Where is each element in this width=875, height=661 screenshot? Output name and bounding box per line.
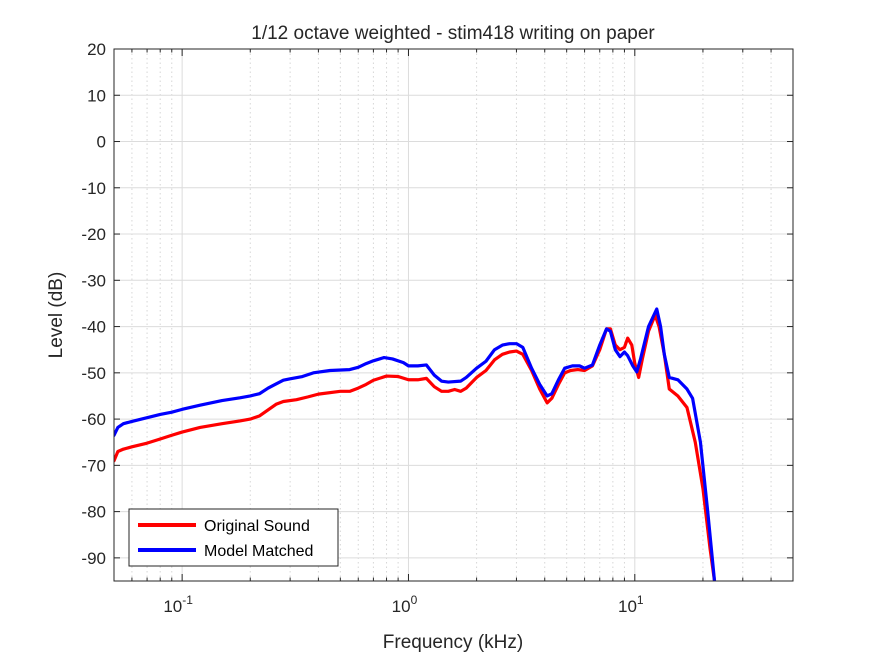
y-tick-label: -90 — [81, 549, 106, 568]
x-tick-label: 10-1 — [163, 593, 193, 616]
y-tick-label: -40 — [81, 318, 106, 337]
series-line-model-matched — [114, 307, 717, 581]
y-tick-label: -10 — [81, 179, 106, 198]
legend-label-model-matched: Model Matched — [204, 543, 313, 560]
y-tick-label: -50 — [81, 364, 106, 383]
ticks — [113, 48, 794, 581]
y-tick-label: 20 — [87, 40, 106, 59]
y-tick-label: -80 — [81, 503, 106, 522]
chart-title: 1/12 octave weighted - stim418 writing o… — [251, 23, 655, 44]
y-tick-label: 0 — [97, 133, 106, 152]
axes-box — [113, 48, 794, 582]
y-tick-label: -30 — [81, 271, 106, 290]
series-line-original-sound — [114, 313, 717, 581]
plot-area — [114, 49, 793, 581]
x-tick-label: 101 — [618, 593, 644, 616]
y-tick-label: -20 — [81, 225, 106, 244]
y-tick-label: 10 — [87, 86, 106, 105]
x-tick-label: 100 — [392, 593, 418, 616]
y-tick-label: -60 — [81, 410, 106, 429]
y-tick-label: -70 — [81, 456, 106, 475]
x-axis-label: Frequency (kHz) — [383, 632, 523, 653]
y-axis-label: Level (dB) — [46, 272, 67, 359]
legend-box — [128, 508, 339, 567]
legend-label-original-sound: Original Sound — [204, 518, 310, 535]
series-layer — [114, 307, 717, 581]
legend: Original Sound Model Matched — [128, 508, 339, 567]
